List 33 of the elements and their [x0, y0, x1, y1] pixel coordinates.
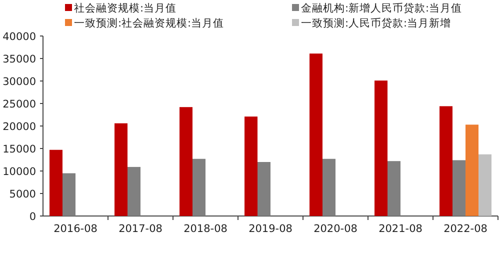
y-tick-label: 40000 [2, 31, 36, 43]
y-tick-label: 5000 [9, 188, 36, 200]
bar [322, 158, 336, 216]
x-tick-label: 2019-08 [248, 223, 292, 235]
y-tick-label: 35000 [2, 54, 36, 66]
y-tick-label: 20000 [2, 121, 36, 133]
bar [440, 106, 452, 216]
legend-label: 社会融资规模:当月值 [74, 2, 177, 14]
bar [388, 161, 400, 216]
legend-label: 一致预测:人民币贷款:当月新增 [301, 16, 452, 30]
bar [50, 150, 62, 216]
bar [62, 173, 76, 216]
x-tick-label: 2017-08 [118, 223, 162, 235]
x-tick-label: 2022-08 [444, 223, 488, 235]
y-tick-label: 15000 [2, 144, 36, 156]
bar [128, 166, 140, 216]
bar [374, 80, 388, 216]
x-tick-label: 2020-08 [314, 223, 358, 235]
legend-label: 金融机构:新增人民币贷款:当月值 [301, 2, 462, 14]
x-tick-label: 2018-08 [184, 223, 228, 235]
legend-label: 一致预测:社会融资规模:当月值 [74, 16, 224, 30]
bar [258, 162, 270, 216]
x-tick-label: 2021-08 [378, 223, 422, 235]
y-tick-label: 10000 [2, 166, 36, 178]
y-tick-label: 0 [29, 211, 36, 223]
bar [310, 54, 322, 216]
bar [244, 116, 258, 216]
y-tick-label: 30000 [2, 76, 36, 88]
bar [114, 123, 128, 216]
y-tick-label: 25000 [2, 98, 36, 110]
x-tick-label: 2016-08 [54, 223, 98, 235]
bar [180, 107, 192, 216]
bar [192, 158, 206, 216]
